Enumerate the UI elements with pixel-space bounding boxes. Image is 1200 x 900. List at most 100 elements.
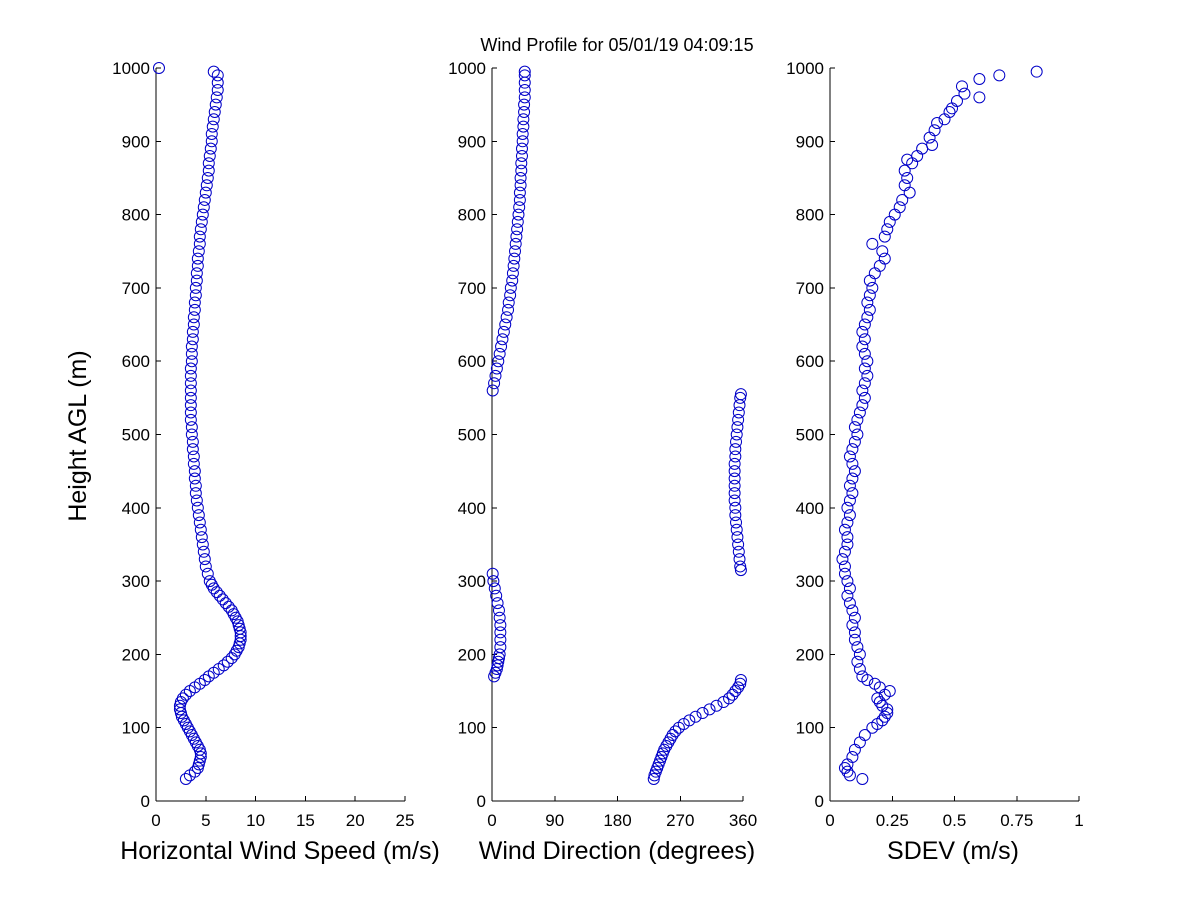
speed-point bbox=[188, 681, 201, 694]
direction-y-tick-label: 400 bbox=[458, 499, 486, 518]
sdev-point bbox=[846, 619, 859, 632]
direction-point bbox=[486, 384, 499, 397]
speed-y-tick-label: 200 bbox=[122, 645, 150, 664]
sdev-point bbox=[846, 443, 859, 456]
direction-point bbox=[732, 413, 745, 426]
speed-x-tick-label: 5 bbox=[201, 811, 210, 830]
speed-y-tick-label: 300 bbox=[122, 572, 150, 591]
sdev-point bbox=[871, 692, 884, 705]
sdev-point bbox=[846, 751, 859, 764]
speed-point bbox=[193, 516, 206, 529]
sdev-point bbox=[858, 377, 871, 390]
sdev-point bbox=[901, 153, 914, 166]
speed-point bbox=[179, 773, 192, 786]
direction-point bbox=[494, 633, 507, 646]
speed-y-tick-label: 100 bbox=[122, 719, 150, 738]
speed-y-tick-label: 400 bbox=[122, 499, 150, 518]
speed-point bbox=[211, 83, 224, 96]
sdev-point bbox=[973, 91, 986, 104]
speed-point bbox=[202, 164, 215, 177]
speed-point bbox=[192, 245, 205, 258]
sdev-point bbox=[851, 655, 864, 668]
sdev-point bbox=[851, 413, 864, 426]
sdev-point bbox=[838, 545, 851, 558]
speed-point bbox=[186, 333, 199, 346]
sdev-point bbox=[1030, 65, 1043, 78]
speed-point bbox=[213, 589, 226, 602]
direction-point bbox=[518, 83, 531, 96]
speed-point bbox=[184, 377, 197, 390]
speed-point bbox=[186, 443, 199, 456]
sdev-y-tick-label: 400 bbox=[796, 499, 824, 518]
sdev-point bbox=[836, 553, 849, 566]
direction-y-tick-label: 600 bbox=[458, 352, 486, 371]
direction-point bbox=[493, 648, 506, 661]
speed-point bbox=[185, 421, 198, 434]
sdev-point bbox=[856, 384, 869, 397]
direction-point bbox=[518, 105, 531, 118]
sdev-point bbox=[866, 721, 879, 734]
speed-point bbox=[207, 666, 220, 679]
speed-point bbox=[195, 531, 208, 544]
sdev-point bbox=[853, 663, 866, 676]
speed-point bbox=[189, 281, 202, 294]
sdev-point bbox=[858, 318, 871, 331]
direction-y-tick-label: 300 bbox=[458, 572, 486, 591]
sdev-point bbox=[973, 72, 986, 85]
direction-point bbox=[734, 391, 747, 404]
sdev-point bbox=[868, 677, 881, 690]
speed-point bbox=[188, 303, 201, 316]
speed-point bbox=[190, 494, 203, 507]
sdev-point bbox=[851, 428, 864, 441]
sdev-point bbox=[888, 208, 901, 221]
direction-point bbox=[734, 388, 747, 401]
direction-point bbox=[509, 245, 522, 258]
direction-point bbox=[734, 677, 747, 690]
sdev-point bbox=[955, 80, 968, 93]
sdev-point bbox=[846, 604, 859, 617]
direction-point bbox=[723, 692, 736, 705]
direction-panel: 0 100 200 300 400 500 600 700 800 900 1000 0 90 180 27… bbox=[448, 59, 757, 830]
sdev-point bbox=[868, 267, 881, 280]
speed-point bbox=[222, 600, 235, 613]
speed-point bbox=[207, 113, 220, 126]
direction-point bbox=[689, 710, 702, 723]
speed-point bbox=[209, 98, 222, 111]
speed-point bbox=[197, 545, 210, 558]
direction-point bbox=[492, 604, 505, 617]
sdev-point bbox=[843, 597, 856, 610]
speed-x-tick-label: 15 bbox=[296, 811, 315, 830]
sdev-point bbox=[841, 765, 854, 778]
speed-point bbox=[188, 472, 201, 485]
direction-point bbox=[514, 179, 527, 192]
sdev-point bbox=[856, 670, 869, 683]
direction-axis-label: Wind Direction (degrees) bbox=[479, 837, 756, 865]
speed-point bbox=[185, 355, 198, 368]
direction-point bbox=[511, 223, 524, 236]
sdev-point bbox=[878, 230, 891, 243]
speed-point bbox=[191, 762, 204, 775]
speed-point bbox=[191, 252, 204, 265]
direction-point bbox=[493, 611, 506, 624]
sdev-point bbox=[866, 281, 879, 294]
sdev-y-tick-label: 800 bbox=[796, 206, 824, 225]
speed-point bbox=[197, 201, 210, 214]
sdev-y-tick-label: 500 bbox=[796, 426, 824, 445]
direction-point bbox=[488, 582, 501, 595]
sdev-point bbox=[861, 296, 874, 309]
speed-x-tick-label: 0 bbox=[151, 811, 160, 830]
direction-point bbox=[732, 545, 745, 558]
sdev-point bbox=[858, 347, 871, 360]
direction-point bbox=[499, 318, 512, 331]
direction-point bbox=[494, 619, 507, 632]
direction-point bbox=[495, 340, 508, 353]
direction-point bbox=[732, 538, 745, 551]
direction-point bbox=[514, 171, 527, 184]
sdev-point bbox=[841, 538, 854, 551]
speed-point bbox=[211, 76, 224, 89]
direction-point bbox=[729, 450, 742, 463]
direction-point bbox=[515, 164, 528, 177]
sdev-point bbox=[838, 523, 851, 536]
sdev-point bbox=[858, 333, 871, 346]
speed-point bbox=[198, 553, 211, 566]
